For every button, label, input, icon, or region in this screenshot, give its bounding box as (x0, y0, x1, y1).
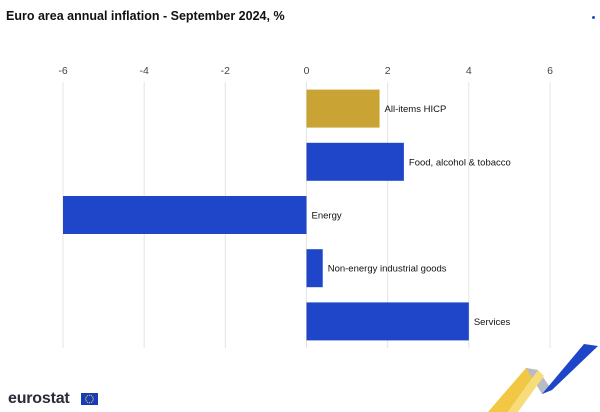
bar (306, 89, 380, 128)
x-tick-label: 4 (466, 65, 472, 77)
eurostat-logo: eurostat (8, 390, 70, 407)
category-label: Food, alcohol & tobacco (409, 157, 511, 168)
eurostat-ribbon-icon (488, 344, 598, 412)
x-tick-label: -4 (139, 65, 148, 77)
x-tick-label: 2 (385, 65, 391, 77)
bar (306, 249, 323, 288)
chart-title: Euro area annual inflation - September 2… (6, 9, 285, 23)
bar (306, 302, 469, 341)
x-tick-label: -2 (221, 65, 230, 77)
bar (63, 196, 307, 234)
category-label: All-items HICP (385, 104, 447, 115)
corner-dot (592, 16, 595, 19)
category-label: Non-energy industrial goods (328, 264, 447, 275)
x-tick-label: 0 (304, 65, 310, 77)
category-labels: All-items HICP Food, alcohol & tobacco Ene… (312, 104, 511, 328)
x-tick-label: -6 (58, 65, 67, 77)
x-tick-label: 6 (547, 65, 553, 77)
eu-flag-icon (81, 393, 98, 405)
category-label: Services (474, 317, 511, 328)
bar (306, 142, 404, 181)
bars (63, 89, 469, 341)
x-tick-labels: -6 -4 -2 0 2 4 6 (58, 65, 553, 77)
category-label: Energy (312, 211, 342, 222)
